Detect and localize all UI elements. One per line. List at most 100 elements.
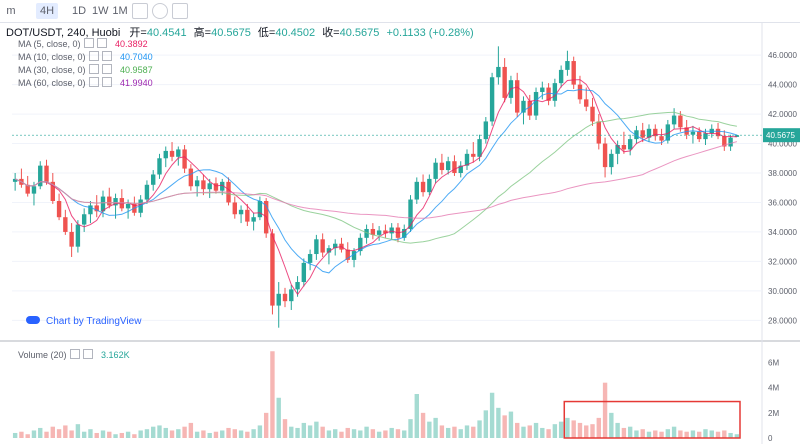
fullscreen-icon[interactable] (172, 3, 188, 19)
candle-body (571, 61, 576, 85)
volume-bar (483, 410, 489, 438)
interval-4h[interactable]: 4H (36, 3, 58, 19)
toolbar: m 4H 1D 1W 1M (0, 0, 800, 23)
ma30-legend[interactable]: MA (30, close, 0) 40.9587 (18, 64, 153, 75)
interval-minutes[interactable]: m (6, 5, 16, 17)
candle-body (445, 161, 451, 171)
volume-legend[interactable]: Volume (20) 3.162K (18, 349, 130, 360)
volume-bar (144, 429, 150, 438)
tradingview-watermark[interactable]: Chart by TradingView (26, 316, 141, 327)
volume-bar (182, 426, 187, 438)
volume-bar (496, 407, 501, 438)
candle-body (646, 128, 652, 138)
volume-bar (734, 434, 740, 438)
volume-bar (533, 422, 539, 438)
candle-body (163, 150, 168, 159)
price-tick-label: 46.0000 (768, 51, 797, 60)
volume-bar (213, 431, 219, 438)
ma5-legend[interactable]: MA (5, close, 0) 40.3892 (18, 38, 148, 49)
ma10-legend[interactable]: MA (10, close, 0) 40.7040 (18, 51, 153, 62)
candle-body (376, 230, 382, 235)
volume-bar (540, 427, 545, 438)
volume-bar (678, 430, 683, 438)
volume-bar (314, 421, 319, 438)
ma60-value: 41.9940 (120, 78, 153, 88)
candle-body (188, 168, 194, 187)
volume-bar (333, 429, 338, 438)
candle-body (25, 184, 30, 194)
volume-bar (709, 430, 714, 438)
ma60-legend[interactable]: MA (60, close, 0) 41.9940 (18, 77, 153, 88)
volume-bar (659, 431, 664, 438)
volume-bar (295, 427, 300, 438)
volume-bar (521, 426, 526, 438)
close-icon[interactable] (101, 77, 112, 87)
volume-bar (439, 425, 445, 438)
candle-body (496, 66, 501, 78)
candle-body (659, 136, 664, 141)
volume-bar (571, 420, 576, 438)
compare-icon[interactable] (132, 3, 148, 19)
ma30-value: 40.9587 (120, 65, 153, 75)
candle-body (320, 239, 325, 253)
volume-bar (477, 420, 482, 438)
volume-bar (307, 425, 313, 438)
volume-bar (402, 430, 407, 438)
settings-icon[interactable] (152, 3, 168, 19)
candle-body (690, 131, 696, 135)
volume-bar (320, 426, 325, 438)
candle-body (12, 178, 18, 182)
volume-bar (602, 382, 608, 438)
candle-body (44, 165, 49, 182)
candle-body (715, 128, 721, 137)
volume-bar (226, 427, 231, 438)
volume-bar (584, 425, 589, 438)
price-tick-label: 36.0000 (768, 198, 797, 207)
volume-bar (88, 429, 93, 438)
candle-body (389, 227, 394, 234)
candle-body (558, 69, 564, 84)
price-tick-label: 44.0000 (768, 81, 797, 90)
volume-bar (414, 394, 419, 438)
close-icon[interactable] (101, 51, 112, 61)
candle-body (489, 77, 495, 122)
eye-icon[interactable] (69, 349, 80, 359)
close-icon[interactable] (82, 349, 93, 359)
volume-value: 3.162K (101, 350, 130, 360)
volume-bar (113, 434, 118, 438)
eye-icon[interactable] (88, 64, 99, 74)
candle-body (678, 115, 683, 128)
interval-1m[interactable]: 1M (112, 5, 128, 17)
candle-body (665, 124, 671, 141)
volume-bar (263, 412, 269, 438)
volume-bar (251, 429, 256, 438)
candle-body (590, 106, 595, 122)
candle-body (602, 143, 608, 168)
close-icon[interactable] (101, 64, 112, 74)
price-tick-label: 30.0000 (768, 287, 797, 296)
eye-icon[interactable] (88, 77, 99, 87)
ma10-value: 40.7040 (120, 52, 153, 62)
volume-bar (220, 430, 225, 438)
low-label: 低= (257, 27, 276, 39)
volume-bar (201, 430, 206, 438)
eye-icon[interactable] (83, 38, 94, 48)
candle-body (627, 139, 633, 150)
interval-1d[interactable]: 1D (72, 5, 87, 17)
volume-bar (31, 430, 37, 438)
close-icon[interactable] (96, 38, 107, 48)
price-tick-label: 34.0000 (768, 228, 797, 237)
candle-body (483, 121, 489, 140)
candle-body (194, 180, 200, 187)
eye-icon[interactable] (88, 51, 99, 61)
interval-1w[interactable]: 1W (92, 5, 109, 17)
volume-bar (125, 431, 131, 438)
candle-body (113, 198, 118, 206)
candle-body (220, 181, 225, 191)
ma10-line (14, 88, 738, 274)
candle-body (634, 130, 639, 140)
volume-bar (301, 422, 307, 438)
volume-bar (715, 431, 721, 438)
volume-bar (19, 431, 24, 438)
